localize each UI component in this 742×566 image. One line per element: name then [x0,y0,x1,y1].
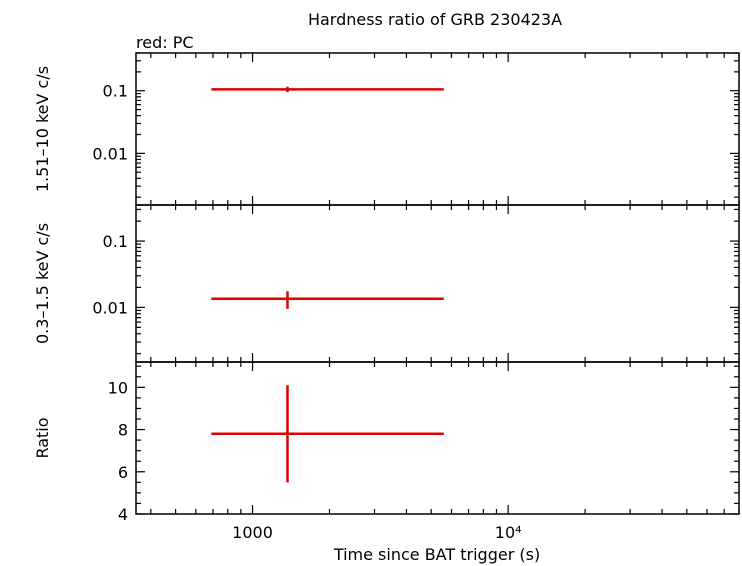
plot-frame [135,361,740,515]
y-tick-label: 8 [118,421,128,440]
plot-frame [135,52,740,206]
plot-frame [135,204,740,363]
y-axis-label: 1.51–10 keV c/s [33,66,52,192]
legend-label: red: PC [136,33,194,52]
y-tick-label: 10 [108,378,128,397]
y-tick-label: 0.1 [103,232,128,251]
chart-title: Hardness ratio of GRB 230423A [308,10,562,29]
panel-ratio: 4 6 8 10 Ratio 1000 10⁴ [33,361,740,542]
x-tick-label: 10⁴ [495,523,522,542]
y-tick-label: 4 [118,505,128,524]
y-axis-label: Ratio [33,417,52,458]
x-axis-label: Time since BAT trigger (s) [333,545,540,564]
panel-soft-band: 0.1 0.01 0.3–1.5 keV c/s [33,204,740,363]
y-axis-label: 0.3–1.5 keV c/s [33,223,52,344]
panel-hard-band: 0.1 0.01 1.51–10 keV c/s [33,52,740,206]
x-tick-label: 1000 [232,523,273,542]
y-tick-label: 0.01 [92,144,128,163]
y-tick-label: 6 [118,463,128,482]
y-tick-label: 0.01 [92,298,128,317]
y-tick-label: 0.1 [103,82,128,101]
